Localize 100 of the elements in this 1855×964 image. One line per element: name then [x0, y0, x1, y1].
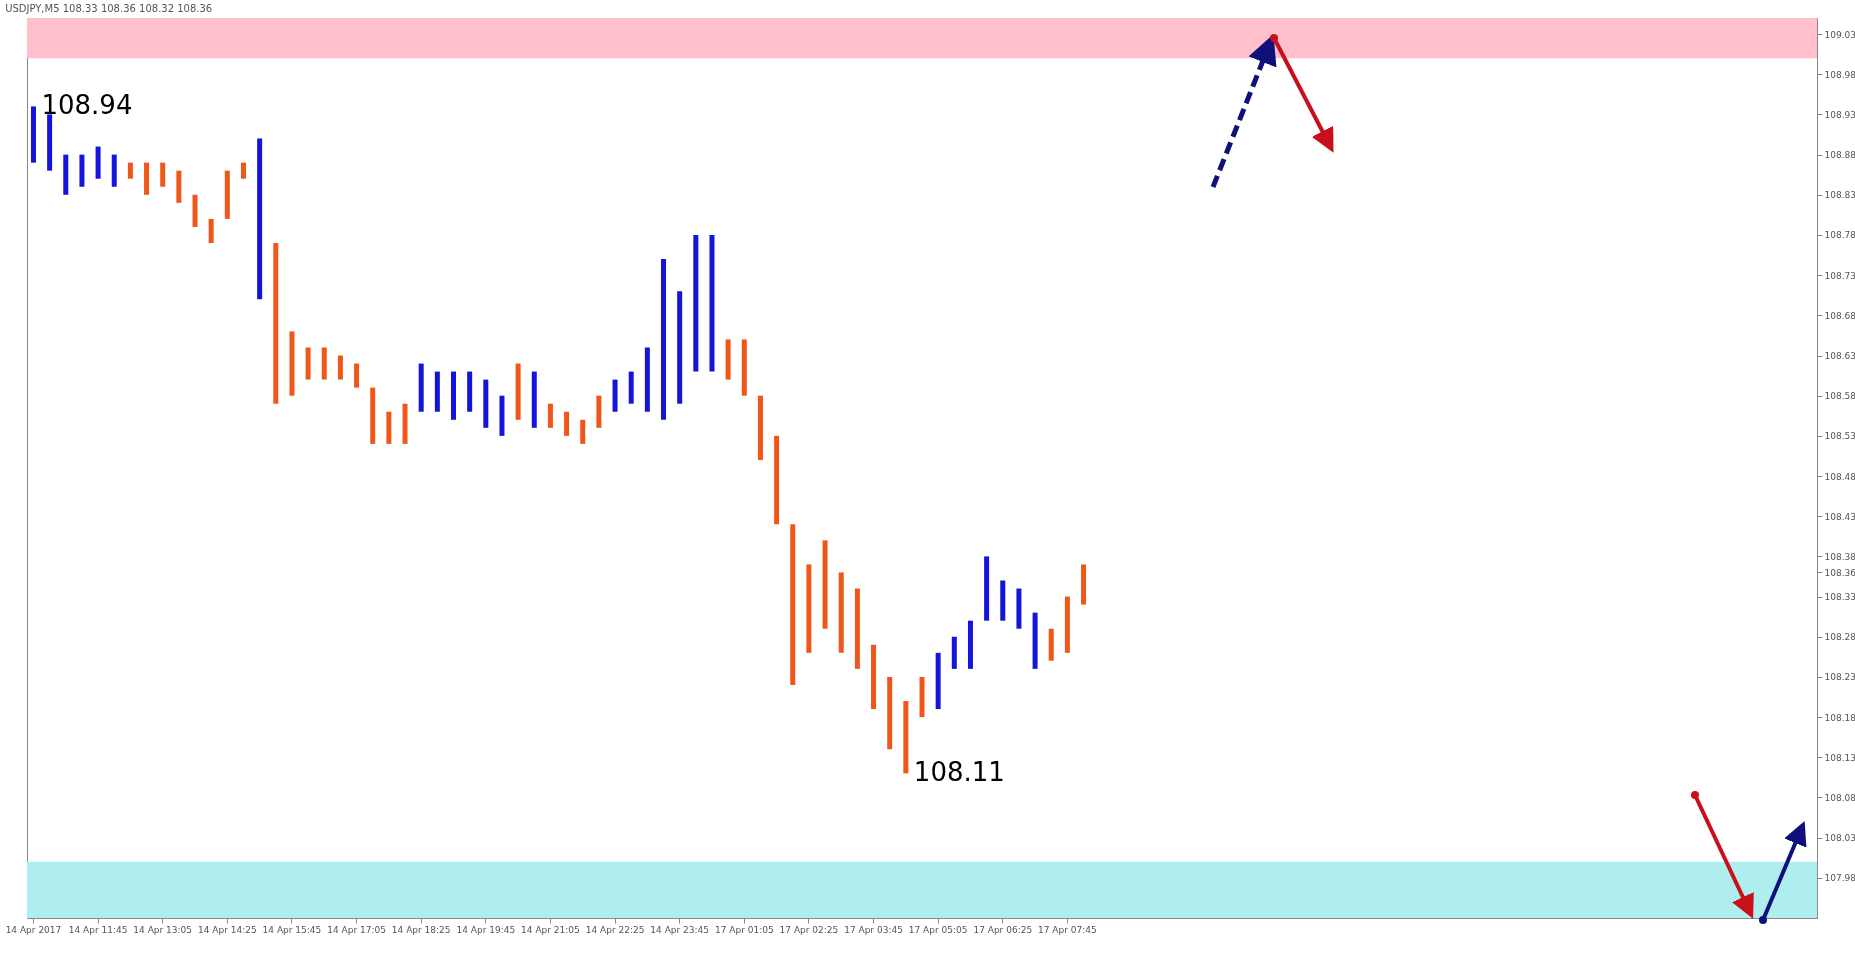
- annotation: 108.11: [913, 757, 1005, 788]
- y-tick-label: 108.08: [1824, 792, 1855, 803]
- annotation: 108.94: [41, 90, 133, 121]
- x-tick-label: 14 Apr 14:25: [197, 924, 257, 935]
- bar: [935, 652, 941, 710]
- bar: [790, 524, 796, 685]
- bar: [887, 676, 893, 750]
- y-tick-label: 108.38: [1824, 551, 1855, 562]
- y-tick-label: 108.73: [1824, 270, 1855, 281]
- bar: [273, 243, 279, 404]
- bar: [1000, 580, 1006, 621]
- bar: [111, 154, 117, 187]
- x-tick-label: 14 Apr 17:05: [327, 924, 386, 935]
- bar: [677, 291, 683, 404]
- x-tick-label: 17 Apr 03:45: [844, 924, 903, 935]
- bar: [483, 379, 489, 428]
- y-tick-label: 108.53: [1824, 431, 1855, 442]
- x-tick-label: 17 Apr 05:05: [908, 924, 968, 935]
- bar: [208, 218, 214, 243]
- x-tick-label: 14 Apr 2017: [5, 924, 62, 935]
- x-tick-label: 17 Apr 02:25: [779, 924, 839, 935]
- bar: [757, 395, 763, 460]
- bar: [95, 146, 101, 179]
- y-tick-label: 108.58: [1824, 391, 1855, 402]
- bar: [1064, 596, 1070, 653]
- bar: [903, 701, 909, 774]
- y-tick-label: 108.23: [1824, 672, 1855, 683]
- x-tick-label: 14 Apr 23:45: [650, 924, 710, 935]
- bar: [822, 540, 828, 629]
- x-tick-label: 14 Apr 18:25: [391, 924, 451, 935]
- bar: [47, 114, 53, 171]
- y-tick-label: 107.98: [1824, 873, 1855, 884]
- bar: [402, 403, 408, 444]
- y-tick-label: 108.48: [1824, 471, 1855, 482]
- bar: [1048, 628, 1054, 661]
- bar: [628, 371, 634, 404]
- y-tick-label: 108.36: [1824, 567, 1855, 578]
- bar: [806, 564, 812, 653]
- bar: [709, 234, 715, 372]
- bar: [160, 162, 166, 187]
- bar: [838, 572, 844, 653]
- y-tick-label: 108.83: [1824, 190, 1855, 201]
- x-tick-label: 17 Apr 06:25: [973, 924, 1033, 935]
- bar: [741, 339, 747, 396]
- bar: [467, 371, 473, 412]
- bar: [871, 644, 877, 710]
- bar: [564, 411, 570, 436]
- bar: [951, 636, 957, 669]
- y-tick-label: 108.63: [1824, 351, 1855, 361]
- y-tick-label: 109.03: [1824, 29, 1855, 40]
- bar: [386, 411, 392, 444]
- bar: [580, 419, 586, 444]
- y-tick-label: 108.43: [1824, 511, 1855, 522]
- bar: [725, 339, 731, 380]
- bar: [30, 106, 36, 163]
- y-tick-label: 108.33: [1824, 592, 1855, 603]
- y-tick-label: 108.13: [1824, 752, 1855, 763]
- bar: [418, 363, 424, 412]
- y-tick-label: 108.18: [1824, 712, 1855, 723]
- bar: [919, 676, 925, 718]
- bar: [596, 395, 602, 428]
- x-tick-label: 14 Apr 11:45: [68, 924, 128, 935]
- y-tick-label: 108.88: [1824, 150, 1855, 161]
- y-tick-label: 108.03: [1824, 833, 1855, 844]
- bar: [515, 363, 521, 420]
- bar: [451, 371, 456, 420]
- bar: [370, 387, 376, 444]
- bar: [1032, 612, 1038, 669]
- x-tick-label: 17 Apr 01:05: [714, 924, 774, 935]
- bar: [967, 620, 973, 669]
- bar: [127, 162, 133, 179]
- y-tick-label: 108.28: [1824, 632, 1855, 643]
- y-tick-label: 108.93: [1824, 109, 1855, 120]
- bar: [774, 435, 780, 525]
- bar: [79, 154, 85, 187]
- bar: [305, 347, 311, 380]
- bar: [1016, 588, 1022, 629]
- x-tick-label: 14 Apr 21:05: [521, 924, 580, 935]
- x-tick-label: 17 Apr 07:45: [1038, 924, 1097, 935]
- y-tick-label: 108.68: [1824, 310, 1855, 321]
- y-tick-label: 108.98: [1824, 69, 1855, 80]
- bar: [984, 556, 990, 621]
- bar: [612, 379, 618, 412]
- x-tick-label: 14 Apr 22:25: [585, 924, 645, 935]
- bar: [63, 154, 69, 195]
- bar: [240, 162, 246, 179]
- bar: [499, 395, 505, 436]
- bar: [661, 259, 667, 420]
- y-tick-label: 108.78: [1824, 230, 1855, 241]
- bar: [321, 347, 327, 380]
- bar: [192, 194, 198, 227]
- bar: [547, 403, 553, 428]
- x-tick-label: 14 Apr 15:45: [262, 924, 322, 935]
- bar: [531, 371, 537, 428]
- bar: [337, 355, 343, 380]
- bar: [176, 170, 182, 203]
- bar: [434, 371, 440, 412]
- bar: [144, 162, 150, 195]
- bar: [644, 347, 650, 412]
- bar: [257, 138, 263, 300]
